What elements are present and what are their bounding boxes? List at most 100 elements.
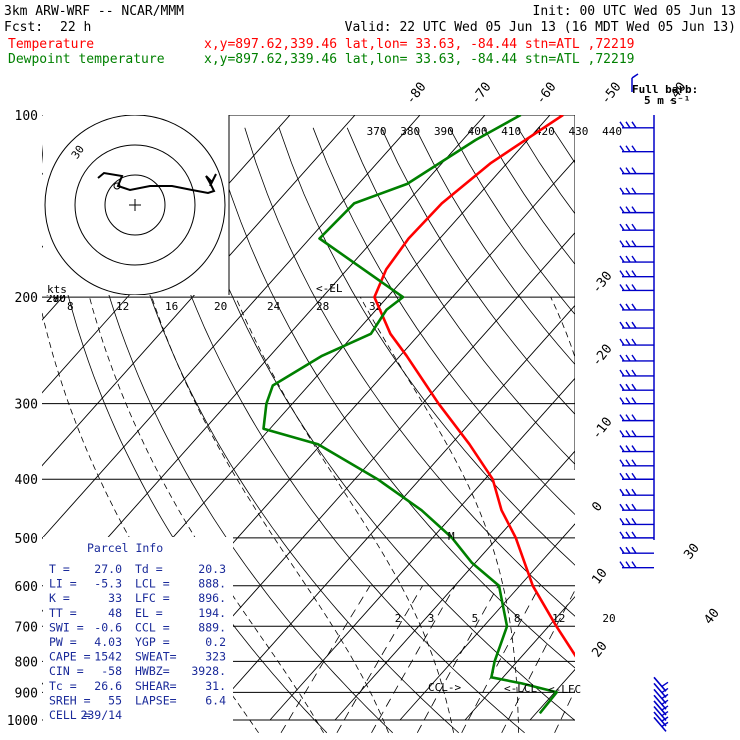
wind-barb-feather [631,414,637,422]
mixing-ratio-line [336,585,423,733]
wind-barb [619,321,654,329]
dry-adiabat [244,127,575,617]
isotherm-right-label: 0 [589,499,606,514]
wind-barb-feather [631,561,637,569]
wind-barb-feather [625,561,631,569]
dewpoint-profile [262,115,558,715]
wind-barb-feather [631,369,637,377]
wind-barb [619,561,654,569]
hodograph-ring-label: 30 [69,143,87,161]
wind-barb-feather [625,240,631,247]
isotherm-top-label: -60 [533,80,559,108]
wind-barb-feather [661,710,669,717]
hodograph-speed-tick: 16 [165,300,178,313]
wind-barb-feather [619,459,625,467]
lfc-marker: <-LFC [548,683,581,696]
parcel-info-label: LCL = [135,577,170,591]
wind-barb [619,369,654,377]
theta-top-label: 420 [535,125,555,138]
isotherm-top-label: -50 [598,80,624,108]
wind-barb-feather [661,693,669,699]
wind-barb-feather [625,338,631,346]
parcel-info-label: K = [49,591,70,605]
isotherm-right-label: 40 [701,606,722,628]
sounding-profiles [262,115,575,715]
wind-barb-feather [631,270,637,278]
wind-barb [619,445,654,453]
low-level-wind-barbs [653,676,669,732]
dry-adiabat [142,127,525,734]
parcel-info-label: Tc = [49,679,77,693]
wind-barb-feather [631,430,637,437]
parcel-info-value: 20.3 [198,562,226,576]
wind-barb-feather [619,383,625,391]
model-title: 3km ARW-WRF -- NCAR/MMM [4,4,184,19]
pressure-tick-label: 800 [15,655,38,670]
wind-barb [619,503,654,511]
isotherm-line [42,115,421,540]
temperature-profile [373,115,575,658]
wind-barb-feather [619,121,625,129]
wind-barb-feather [631,472,637,480]
wind-barb-feather [661,699,669,705]
wind-barb-feather [619,145,625,153]
wind-barb-feather [619,503,625,511]
moist-adiabat [89,296,324,734]
wind-barb [619,430,654,438]
wind-barb-feather [631,223,637,231]
parcel-info-label: T = [49,562,70,576]
wind-barb [619,354,654,362]
wind-barb-feather [619,187,625,195]
isotherm-line [660,115,740,720]
wind-barb-feather [625,321,631,329]
dry-adiabat [517,127,575,215]
theta-side-label: 280 [46,292,66,305]
wind-barb-feather [631,354,637,362]
wind-barb-feather [631,503,637,511]
wind-barb-feather [619,445,625,452]
isotherm-right-label: 30 [681,541,702,563]
wind-barb-feather [631,531,637,539]
el-marker: <-EL [316,282,343,295]
dry-adiabat [73,127,393,734]
parcel-info-label: Td = [135,562,163,576]
pressure-tick-label: 100 [15,109,38,124]
legend-barb-feather [631,73,639,79]
wind-barb-feather [625,284,631,291]
lcl-marker: <-LCL [504,682,537,695]
mixing-ratio-line [554,689,575,733]
parcel-info-label: HWBZ= [135,664,170,678]
dry-adiabat [312,127,575,516]
wind-barb-shaft [653,700,667,716]
theta-top-label: 410 [501,125,521,138]
parcel-info-label: SHEAR= [135,679,177,693]
parcel-info-label: LAPSE= [135,693,177,707]
isotherm-right-label: -20 [589,342,615,370]
wind-barb-feather [625,187,631,195]
legend-barb-icon [631,73,639,92]
parcel-info-value: 0.2 [205,635,226,649]
wind-barb-feather [631,445,637,452]
parcel-info-value: 26.6 [94,679,122,693]
wind-barb-feather [661,687,669,693]
wind-barb-feather [619,518,625,525]
parcel-info-value: 3928. [191,664,226,678]
wind-barb-shaft [653,711,667,727]
parcel-info-value: 6.4 [205,693,226,707]
parcel-info-value: 33 [108,591,122,605]
isotherm-right-labels: -30 -20 -10 0 10 20 30 40 [589,269,722,661]
wind-barb-feather [631,145,637,153]
pressure-tick-label: 200 [15,291,38,306]
wind-barb-feather [625,430,631,437]
wind-barb-feather [631,240,637,247]
wind-barb-feather [661,721,669,727]
temperature-station-info: x,y=897.62,339.46 lat,lon= 33.63, -84.44… [204,37,634,52]
low-level-wind-barb [653,694,669,710]
wind-barb [619,145,654,153]
wind-barb-feather [619,531,625,539]
wind-barb [619,270,654,278]
wind-barb-feather [625,503,631,511]
isotherm-right-label: -30 [589,269,615,297]
theta-top-label: 390 [434,125,454,138]
moist-adiabat [151,296,389,733]
